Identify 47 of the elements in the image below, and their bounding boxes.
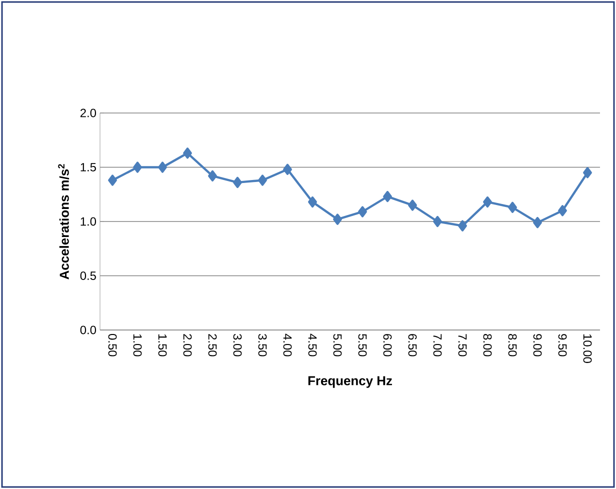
x-tick-label: 3.50 [258,334,267,356]
point [433,216,442,228]
point [483,196,492,208]
y-tick-label: 0.0 [80,326,96,334]
x-axis-title: Frequency Hz [308,376,392,388]
x-tick-label: 1.00 [133,334,142,356]
point [158,162,167,173]
x-tick-label: 10.00 [583,334,592,363]
point [108,174,117,186]
point [233,176,242,188]
point [358,206,367,218]
point [308,196,317,208]
point [508,202,517,213]
x-tick-label: 2.00 [183,334,192,356]
point [458,220,467,232]
y-tick-label: 1.5 [80,163,96,172]
point [333,214,342,225]
x-tick-label: 7.00 [433,334,442,356]
point [533,216,542,228]
y-tick-label: 2.0 [80,108,96,118]
point [283,164,292,175]
point [383,190,392,202]
x-tick-label: 8.00 [483,334,492,356]
y-tick-label: 1.0 [80,217,96,226]
point [208,170,217,182]
x-tick-label: 6.50 [408,334,417,356]
point [408,200,417,211]
x-tick-label: 5.00 [333,334,342,356]
y-axis-title: Accelerations m/s$^{2}$ [58,164,70,280]
point [583,167,592,178]
y-tick-label: 0.5 [80,272,96,280]
x-tick-label: 3.00 [233,334,242,356]
x-tick-label: 9.00 [533,334,542,356]
x-tick-label: 8.50 [508,334,517,356]
x-tick-label: 6.00 [383,334,392,356]
x-tick-label: 7.50 [458,334,467,356]
x-tick-label: 0.50 [108,334,117,356]
x-tick-label: 4.00 [283,334,292,356]
x-tick-label: 5.50 [358,334,367,356]
point [558,205,567,216]
x-tick-label: 2.50 [208,334,217,356]
x-tick-label: 4.50 [308,334,317,356]
point [183,148,192,159]
x-tick-label: 9.50 [558,334,567,356]
x-tick-label: 1.50 [158,334,167,356]
point [258,174,267,186]
point [133,162,142,173]
